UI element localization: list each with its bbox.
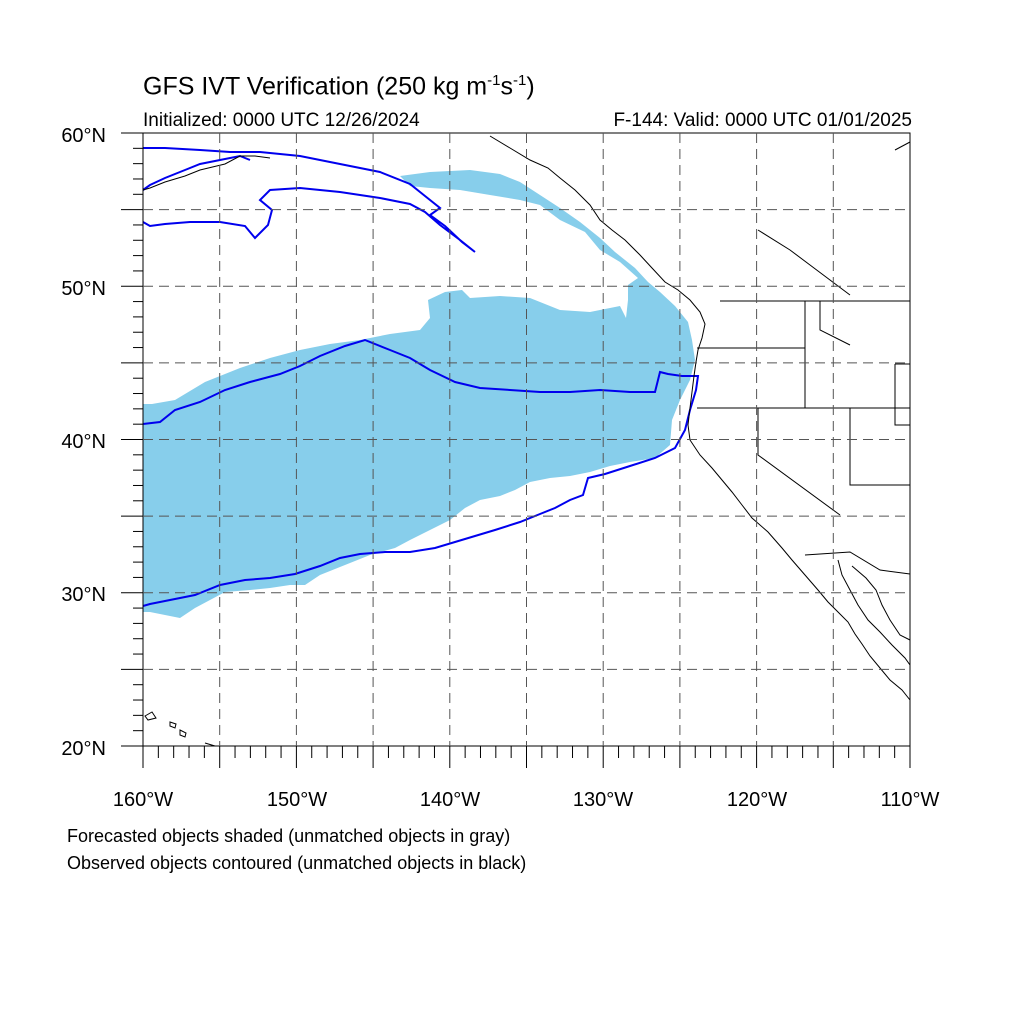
- latitude-labels: 60°N 50°N 40°N 30°N 20°N: [61, 125, 106, 760]
- longitude-labels: 160°W 150°W 140°W 130°W 120°W 110°W: [113, 789, 940, 811]
- canada-inland: [757, 141, 911, 296]
- forecast-object-main: [143, 170, 695, 618]
- graticule: [143, 133, 910, 746]
- lon-label-130w: 130°W: [573, 789, 633, 811]
- observed-object-north-2: [142, 154, 251, 191]
- lat-label-20: 20°N: [61, 738, 106, 760]
- baja-coast: [837, 559, 911, 666]
- lon-label-160w: 160°W: [113, 789, 173, 811]
- lat-label-50: 50°N: [61, 278, 106, 300]
- baja-inner-coast: [851, 565, 911, 641]
- chart-title: GFS IVT Verification (250 kg m-1s-1): [143, 72, 535, 101]
- initialized-label: Initialized: 0000 UTC 12/26/2024: [143, 110, 420, 131]
- north-america-coast: [489, 135, 911, 701]
- forecast-objects: [143, 170, 695, 618]
- hawaii-islands: [144, 711, 216, 747]
- lon-label-110w: 110°W: [881, 789, 940, 811]
- observed-objects: [142, 147, 700, 607]
- lon-label-150w: 150°W: [267, 789, 327, 811]
- coastlines: [142, 135, 911, 747]
- lon-label-120w: 120°W: [727, 789, 787, 811]
- state-borders: [697, 301, 910, 516]
- valid-label: F-144: Valid: 0000 UTC 01/01/2025: [613, 110, 912, 131]
- lat-label-30: 30°N: [61, 584, 106, 606]
- observed-object-north-1: [142, 147, 476, 253]
- us-mexico-border: [804, 551, 911, 575]
- legend-note-observed: Observed objects contoured (unmatched ob…: [67, 853, 527, 873]
- observed-object-main: [142, 338, 700, 607]
- lat-label-60: 60°N: [61, 125, 106, 147]
- lon-label-140w: 140°W: [420, 789, 480, 811]
- axis-ticks: [121, 132, 911, 768]
- lat-label-40: 40°N: [61, 431, 106, 453]
- legend-note-forecast: Forecasted objects shaded (unmatched obj…: [67, 826, 511, 846]
- alaska-coast: [142, 155, 271, 191]
